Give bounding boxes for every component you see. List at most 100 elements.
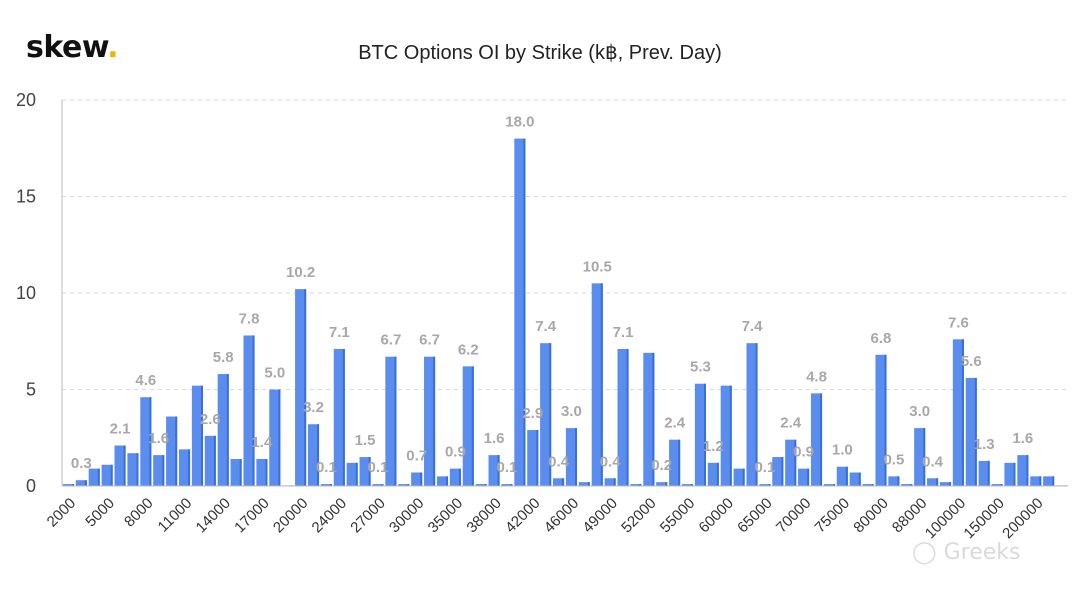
bar-shade <box>729 385 732 486</box>
bar-body <box>1030 476 1042 486</box>
bar <box>591 283 603 486</box>
bar-shade <box>394 356 397 486</box>
bar <box>604 478 616 486</box>
bar <box>823 484 835 486</box>
bar-shade <box>600 283 603 486</box>
bar <box>798 468 810 486</box>
x-tick-label: 30000 <box>386 495 428 537</box>
data-label: 0.1 <box>497 459 518 476</box>
bar-shade <box>213 435 216 486</box>
x-tick-label: 17000 <box>231 495 273 537</box>
bar-body <box>488 455 500 486</box>
bar <box>630 484 642 486</box>
bar-body <box>643 352 655 486</box>
bar-body <box>798 468 810 486</box>
bar-shade <box>652 352 655 486</box>
bar-shade <box>923 428 926 486</box>
bar <box>978 460 990 486</box>
data-label: 2.1 <box>110 420 131 437</box>
bar-body <box>978 460 990 486</box>
bar <box>307 424 320 486</box>
data-label: 1.5 <box>355 432 376 449</box>
bar-body <box>411 472 423 486</box>
bar <box>669 439 681 486</box>
bar-body <box>178 449 191 486</box>
bar-shade <box>381 484 384 486</box>
watermark-text: Greeks <box>943 540 1021 565</box>
data-label: 5.6 <box>961 353 982 370</box>
bar-body <box>952 339 964 486</box>
bar <box>88 468 100 486</box>
bar-shade <box>1039 476 1042 486</box>
bar <box>991 484 1003 486</box>
bar-shade <box>961 339 964 486</box>
x-tick-label: 27000 <box>347 495 389 537</box>
bar-body <box>591 283 603 486</box>
y-tick-label: 15 <box>16 187 36 207</box>
data-label: 4.8 <box>806 368 827 385</box>
bar-shade <box>781 457 784 486</box>
bar <box>436 476 449 486</box>
data-label: 0.9 <box>793 444 814 461</box>
data-label: 7.4 <box>742 318 764 335</box>
x-tick-label: 75000 <box>812 495 854 537</box>
bar-shade <box>691 484 694 486</box>
data-label: 0.7 <box>406 447 427 464</box>
bar-shade <box>858 472 861 486</box>
bar <box>230 458 242 486</box>
data-label: 2.9 <box>522 405 543 422</box>
logo-text: skew <box>26 30 108 65</box>
bar-shade <box>239 458 242 486</box>
bar-body <box>462 366 474 486</box>
bar-shade <box>84 480 87 486</box>
bar-body <box>153 455 165 486</box>
bar-body <box>101 464 113 486</box>
bar-shade <box>110 464 113 486</box>
data-label: 7.6 <box>948 314 969 331</box>
bar-body <box>385 356 397 486</box>
bar-shade <box>703 383 706 486</box>
bar-body <box>320 484 332 486</box>
data-label: 0.1 <box>754 459 775 476</box>
bar-body <box>1004 462 1016 486</box>
x-tick-label: 38000 <box>463 495 505 537</box>
bar-shade <box>317 424 320 486</box>
bar-body <box>75 480 87 486</box>
bar-body <box>527 430 539 486</box>
bar-body <box>888 476 900 486</box>
bar-shade <box>458 468 461 486</box>
bar <box>256 458 268 486</box>
data-label: 0.1 <box>316 459 337 476</box>
bar-shade <box>368 457 371 486</box>
bar-shade <box>639 484 642 486</box>
data-label: 6.2 <box>458 341 479 358</box>
bar-shade <box>549 343 552 486</box>
bar-body <box>346 462 358 486</box>
x-tick-label: 49000 <box>579 495 621 537</box>
data-label: 7.8 <box>239 310 260 327</box>
bar-body <box>127 453 139 486</box>
bar <box>475 484 487 486</box>
bar-body <box>746 343 758 486</box>
bar-shade <box>484 484 487 486</box>
bar-body <box>166 416 178 486</box>
skew-logo: skew. <box>26 30 119 65</box>
bar <box>656 482 668 486</box>
bar <box>901 484 913 486</box>
bar-body <box>681 484 694 486</box>
data-label: 0.1 <box>368 459 389 476</box>
bar <box>862 484 874 486</box>
data-label: 1.3 <box>974 436 995 453</box>
bar <box>166 416 178 486</box>
bar-shade <box>820 393 823 486</box>
data-label: 6.7 <box>419 332 440 349</box>
bar-shade <box>226 374 229 486</box>
y-tick-label: 0 <box>26 476 36 496</box>
bar-body <box>565 428 577 486</box>
bar-shade <box>510 484 513 486</box>
bar-shade <box>162 455 165 486</box>
bar-body <box>927 478 939 486</box>
bar-shade <box>794 439 797 486</box>
logo-dot: . <box>107 30 119 65</box>
bar <box>1017 455 1029 486</box>
